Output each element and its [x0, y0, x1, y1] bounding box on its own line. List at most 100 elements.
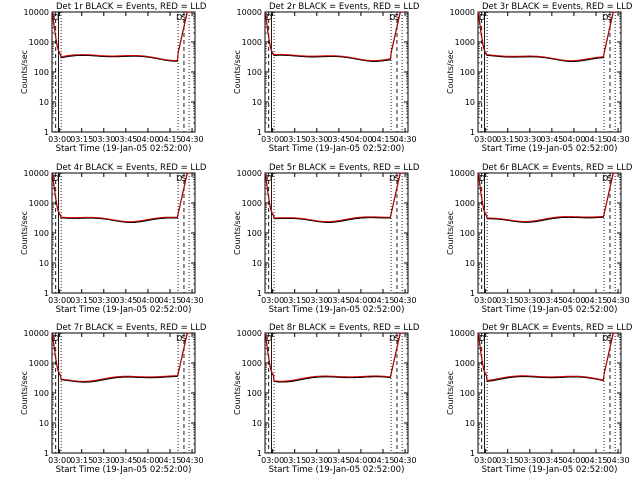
marker-glyph: D [602, 13, 608, 22]
marker-glyph: S [607, 334, 612, 343]
y-axis-label: Counts/sec [233, 211, 242, 255]
marker-glyph: S [181, 174, 186, 183]
y-tick-label: 1000 [242, 359, 262, 368]
marker-glyph: D [53, 334, 59, 343]
x-tick-label: 04:30 [607, 296, 630, 305]
y-tick-label: 1 [44, 128, 49, 137]
x-tick-label: 03:45 [540, 456, 563, 465]
x-tick-label: 04:15 [371, 456, 394, 465]
x-tick-label: 03:00 [48, 296, 71, 305]
x-tick-label: 04:00 [562, 135, 585, 144]
panel-title: Det 5r BLACK = Events, RED = LLD [269, 163, 420, 173]
marker-glyph: D [266, 334, 272, 343]
marker-glyph: D [602, 334, 608, 343]
marker-glyph: D [176, 334, 182, 343]
x-tick-label: 03:45 [540, 296, 563, 305]
marker-glyph: D [53, 174, 59, 183]
y-tick-label: 100 [247, 68, 262, 77]
marker-glyph: D [53, 13, 59, 22]
x-axis-label: Start Time (19-Jan-05 02:52:00) [269, 144, 405, 154]
x-tick-label: 04:00 [349, 456, 372, 465]
y-tick-label: 10 [465, 98, 475, 107]
x-tick-label: 04:00 [349, 296, 372, 305]
panel-det-7: Det 7r BLACK = Events, RED = LLD 1 10 100 10… [20, 323, 207, 475]
plot-frame [51, 332, 196, 454]
x-tick-label: 03:15 [283, 296, 306, 305]
x-tick-label: 03:30 [92, 456, 115, 465]
x-tick-label: 03:45 [327, 296, 350, 305]
y-tick-label: 10 [252, 98, 262, 107]
y-tick-label: 10000 [450, 8, 475, 17]
x-tick-label: 04:15 [584, 135, 607, 144]
x-tick-label: 04:30 [394, 135, 417, 144]
series-events-line [264, 332, 403, 383]
series-events-line [51, 332, 190, 383]
y-tick-label: 10 [252, 259, 262, 268]
x-tick-label: 04:15 [158, 456, 181, 465]
x-tick-label: 04:30 [607, 456, 630, 465]
y-tick-label: 100 [247, 389, 262, 398]
x-tick-label: 03:30 [305, 296, 328, 305]
marker-glyph: S [181, 334, 186, 343]
x-axis-label: Start Time (19-Jan-05 02:52:00) [482, 465, 618, 475]
marker-glyph: D [479, 334, 485, 343]
y-tick-label: 1 [257, 128, 262, 137]
panel-det-9: Det 9r BLACK = Events, RED = LLD 1 10 100 10… [446, 323, 633, 475]
y-tick-label: 10000 [237, 8, 262, 17]
y-tick-label: 10000 [24, 8, 49, 17]
x-tick-label: 03:30 [305, 135, 328, 144]
x-tick-label: 03:00 [474, 135, 497, 144]
x-tick-label: 04:15 [584, 296, 607, 305]
marker-glyph: D [176, 13, 182, 22]
x-tick-label: 03:15 [283, 135, 306, 144]
x-tick-label: 04:00 [136, 456, 159, 465]
panel-det-5: Det 5r BLACK = Events, RED = LLD 1 10 100 10… [233, 163, 420, 315]
x-tick-label: 04:00 [349, 135, 372, 144]
x-axis-label: Start Time (19-Jan-05 02:52:00) [482, 305, 618, 315]
x-tick-label: 04:30 [394, 456, 417, 465]
marker-glyph: D [266, 13, 272, 22]
y-tick-label: 100 [460, 229, 475, 238]
panel-det-2: Det 2r BLACK = Events, RED = LLD 1 10 100 10… [233, 2, 420, 154]
x-axis-label: Start Time (19-Jan-05 02:52:00) [482, 144, 618, 154]
marker-glyph: S [394, 174, 399, 183]
plot-frame [51, 11, 196, 133]
y-tick-label: 1 [470, 289, 475, 298]
marker-glyph: D [479, 174, 485, 183]
y-tick-label: 10000 [24, 169, 49, 178]
plot-frame [264, 172, 409, 294]
y-axis-label: Counts/sec [233, 50, 242, 94]
y-tick-label: 1 [470, 128, 475, 137]
x-tick-label: 04:00 [136, 135, 159, 144]
series-events-line [477, 332, 616, 383]
series-lld-line [51, 332, 190, 382]
x-tick-label: 04:15 [584, 456, 607, 465]
series-events-line [264, 172, 403, 223]
marker-glyph: D [479, 13, 485, 22]
series-events-line [51, 11, 190, 62]
x-tick-label: 03:15 [496, 456, 519, 465]
x-tick-label: 03:15 [496, 135, 519, 144]
y-tick-label: 100 [460, 389, 475, 398]
series-lld-line [477, 11, 616, 62]
x-tick-label: 03:00 [474, 456, 497, 465]
y-axis-label: Counts/sec [446, 371, 455, 415]
y-axis-label: Counts/sec [20, 211, 29, 255]
x-tick-label: 04:15 [371, 296, 394, 305]
x-tick-label: 03:30 [518, 456, 541, 465]
y-tick-label: 10000 [237, 169, 262, 178]
x-tick-label: 03:45 [114, 296, 137, 305]
series-events-line [477, 172, 616, 223]
y-tick-label: 1000 [242, 199, 262, 208]
x-tick-label: 03:00 [48, 135, 71, 144]
y-tick-label: 10000 [450, 329, 475, 338]
y-tick-label: 1 [44, 289, 49, 298]
x-tick-label: 04:15 [371, 135, 394, 144]
y-tick-label: 1000 [455, 199, 475, 208]
y-tick-label: 100 [34, 229, 49, 238]
plot-frame [51, 172, 196, 294]
y-tick-label: 100 [460, 68, 475, 77]
x-tick-label: 03:15 [283, 456, 306, 465]
x-tick-label: 04:00 [562, 456, 585, 465]
marker-glyph: S [181, 13, 186, 22]
